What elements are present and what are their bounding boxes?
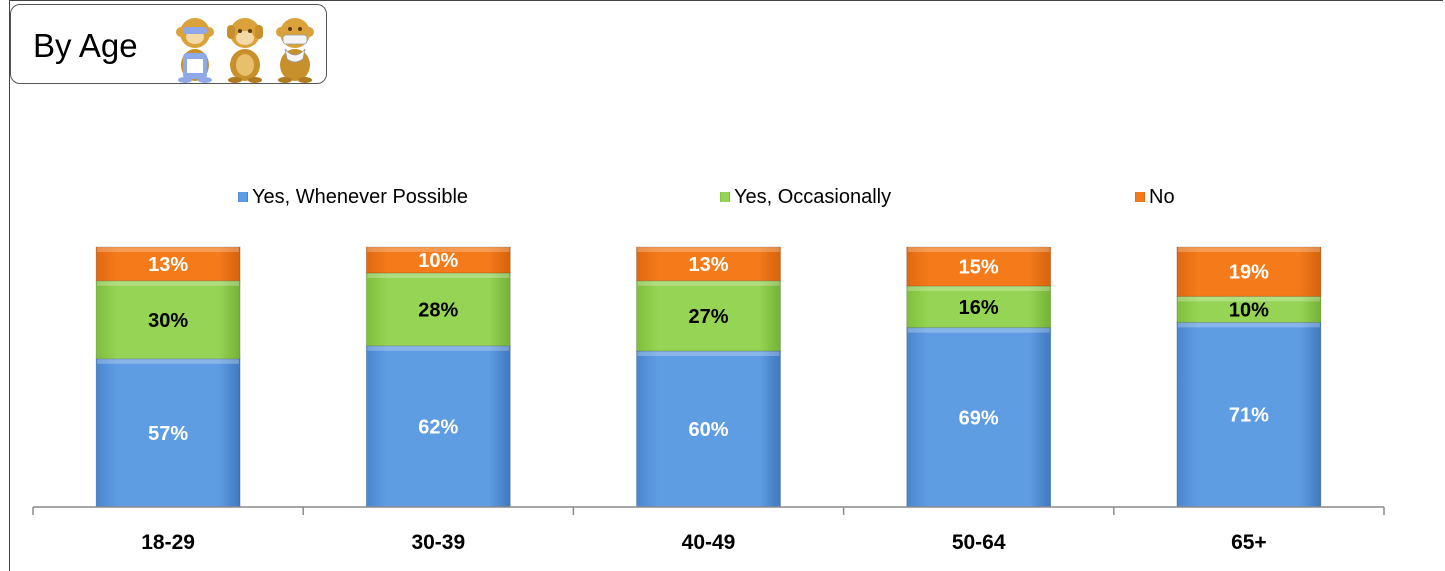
bar-no-50-64 — [906, 246, 1052, 287]
data-label-yes-occasionally-30-39: 28% — [418, 299, 458, 321]
bars: 57% 30% 13% 62% 28% 10% 60% 27% 13% 69% 16% 15% 71% 1… — [95, 246, 1322, 508]
data-label-yes-whenever-possible-30-39: 62% — [418, 416, 458, 438]
data-label-yes-occasionally-40-49: 27% — [688, 306, 728, 328]
bar-no-18-29 — [95, 246, 241, 282]
data-label-yes-occasionally-18-29: 30% — [148, 310, 188, 332]
bar-highlight — [1177, 247, 1320, 252]
x-tick-label-65+: 65+ — [1231, 531, 1267, 554]
data-label-yes-whenever-possible-18-29: 57% — [148, 423, 188, 445]
bar-no-65+ — [1176, 246, 1322, 297]
bar-highlight — [907, 247, 1050, 252]
bar-yes-whenever-possible-18-29 — [95, 358, 241, 508]
x-tick-label-40-49: 40-49 — [682, 531, 736, 554]
legend-label-no: No — [1149, 186, 1175, 208]
speak-no-evil-monkey-icon — [276, 18, 314, 83]
data-label-no-40-49: 13% — [688, 254, 728, 276]
x-axis-ticks — [32, 507, 1385, 515]
legend-swatch-yes-whenever-possible — [238, 192, 248, 202]
bar-no-30-39 — [365, 246, 511, 274]
data-label-yes-whenever-possible-65+: 71% — [1229, 405, 1269, 427]
data-label-yes-occasionally-65+: 10% — [1229, 299, 1269, 321]
bar-highlight — [367, 345, 510, 351]
bar-yes-whenever-possible-40-49 — [636, 350, 781, 508]
data-label-no-65+: 19% — [1229, 262, 1269, 284]
bar-highlight — [907, 327, 1050, 333]
bar-highlight — [637, 351, 780, 356]
bar-yes-occasionally-40-49 — [636, 280, 781, 352]
legend-label-yes-whenever-possible: Yes, Whenever Possible — [252, 186, 468, 208]
legend-label-yes-occasionally: Yes, Occasionally — [734, 186, 891, 208]
data-label-yes-whenever-possible-50-64: 69% — [959, 407, 999, 429]
bar-yes-occasionally-30-39 — [365, 272, 511, 347]
bar-highlight — [1177, 296, 1320, 302]
bar-highlight — [907, 286, 1050, 291]
legend-swatch-no — [1135, 192, 1145, 202]
data-label-yes-whenever-possible-40-49: 60% — [688, 419, 728, 441]
bar-yes-occasionally-18-29 — [95, 280, 241, 360]
data-label-no-50-64: 15% — [959, 257, 999, 279]
bar-highlight — [637, 247, 780, 252]
bar-highlight — [97, 280, 240, 286]
bar-highlight — [97, 247, 240, 252]
legend-swatch-yes-occasionally — [720, 192, 730, 202]
bar-highlight — [367, 247, 510, 252]
x-tick-label-18-29: 18-29 — [141, 531, 195, 554]
bar-yes-occasionally-65+ — [1176, 295, 1322, 323]
chart-title: By Age — [33, 27, 138, 64]
title-box: By Age — [10, 4, 327, 84]
bar-highlight — [637, 280, 780, 286]
x-tick-label-30-39: 30-39 — [411, 531, 465, 554]
legend: Yes, Whenever Possible Yes, Occasionally… — [238, 186, 1175, 208]
monkey-icons — [176, 18, 314, 83]
bar-highlight — [1177, 322, 1320, 328]
bar-no-40-49 — [636, 246, 781, 282]
x-tick-label-50-64: 50-64 — [952, 531, 1006, 554]
chart-frame — [9, 0, 1443, 571]
hear-no-evil-monkey-icon — [227, 18, 263, 83]
x-axis-labels: 18-29 30-39 40-49 50-64 65+ — [141, 531, 1266, 554]
data-label-no-30-39: 10% — [418, 250, 458, 272]
bar-highlight — [97, 358, 240, 364]
data-label-no-18-29: 13% — [148, 254, 188, 276]
bar-yes-whenever-possible-65+ — [1176, 321, 1322, 508]
see-no-evil-monkey-icon — [176, 18, 214, 83]
bar-yes-whenever-possible-30-39 — [365, 345, 511, 508]
data-label-yes-occasionally-50-64: 16% — [959, 297, 999, 319]
bar-highlight — [367, 273, 510, 278]
bar-yes-occasionally-50-64 — [906, 285, 1052, 329]
